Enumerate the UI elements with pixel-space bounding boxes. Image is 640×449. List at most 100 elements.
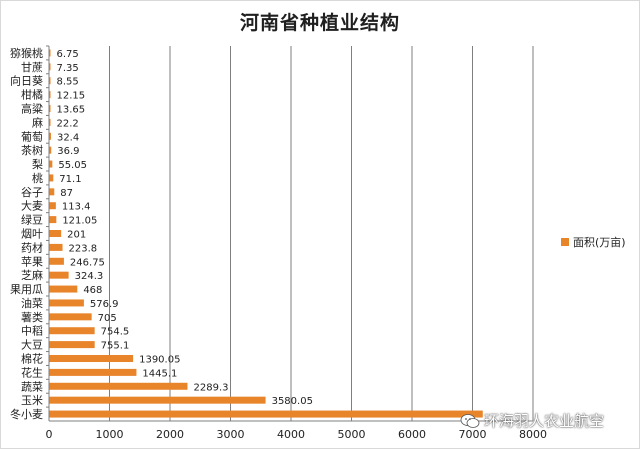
category-label: 玉米 — [21, 394, 43, 407]
wechat-icon — [460, 413, 480, 428]
x-tick-label: 2000 — [156, 428, 184, 441]
bar — [49, 63, 51, 71]
category-label: 柑橘 — [21, 88, 43, 102]
category-label: 向日葵 — [10, 74, 43, 88]
bar — [49, 257, 64, 265]
data-label: 705 — [98, 313, 117, 324]
bar — [49, 146, 52, 154]
chart-title: 河南省种植业结构 — [239, 12, 400, 34]
data-label: 55.05 — [58, 160, 87, 171]
data-label: 1390.05 — [139, 355, 180, 366]
labels: 猕猴桃 6.75 甘蔗 7.35 向日葵 8.55 柑橘 12.15 高粱 13.65 麻 22.2 葡… — [10, 46, 313, 421]
data-label: 1445.1 — [142, 368, 177, 379]
data-label: 246.75 — [70, 257, 105, 268]
bar — [49, 382, 188, 390]
category-label: 薯类 — [21, 310, 43, 324]
data-label: 754.5 — [101, 327, 130, 338]
category-label: 猕猴桃 — [10, 46, 43, 60]
bar — [49, 216, 57, 224]
axes: 0 1000 2000 3000 4000 5000 6000 7000 8000 — [46, 45, 547, 441]
category-label: 茶树 — [21, 143, 43, 157]
x-tick-label: 7000 — [459, 428, 487, 441]
category-label: 苹果 — [21, 254, 43, 268]
bar — [49, 355, 134, 362]
bar — [49, 285, 78, 293]
data-label: 201 — [67, 230, 86, 241]
watermark: 环海羽人农业航空 — [460, 410, 604, 431]
legend-swatch — [561, 238, 569, 246]
bar — [49, 49, 51, 57]
grid-lines — [109, 46, 534, 421]
data-label: 468 — [83, 285, 102, 296]
category-label: 中稻 — [21, 325, 43, 338]
data-label: 6.75 — [57, 49, 79, 60]
data-label: 223.8 — [69, 243, 98, 254]
x-tick-label: 1000 — [96, 428, 124, 441]
bar — [49, 327, 95, 335]
legend-label: 面积(万亩) — [573, 236, 626, 249]
x-tick-label: 3000 — [217, 428, 245, 441]
data-label: 22.2 — [57, 118, 79, 129]
data-label: 13.65 — [57, 105, 86, 116]
bars — [49, 49, 483, 418]
x-tick-label: 4000 — [277, 428, 305, 441]
bar — [49, 202, 56, 210]
bar — [49, 230, 62, 237]
bar — [49, 396, 266, 404]
data-label: 36.9 — [57, 146, 79, 157]
category-label: 甘蔗 — [21, 61, 43, 74]
data-label: 755.1 — [101, 341, 130, 352]
category-label: 果用瓜 — [10, 283, 43, 296]
bar — [49, 132, 51, 140]
bar — [49, 368, 137, 376]
category-label: 冬小麦 — [10, 407, 43, 421]
data-label: 87 — [60, 188, 73, 199]
bar — [49, 299, 84, 307]
bar — [49, 77, 51, 85]
data-label: 32.4 — [57, 132, 79, 143]
bar — [49, 271, 69, 279]
category-label: 花生 — [21, 365, 43, 379]
category-label: 谷子 — [21, 186, 43, 199]
data-label: 3580.05 — [272, 396, 313, 407]
data-label: 8.55 — [57, 77, 79, 88]
bar — [49, 91, 51, 99]
bar — [49, 105, 51, 112]
data-label: 324.3 — [75, 271, 104, 282]
category-label: 油菜 — [21, 296, 43, 310]
category-label: 梨 — [32, 157, 43, 171]
category-label: 高粱 — [21, 102, 43, 116]
category-label: 大麦 — [21, 199, 43, 213]
legend: 面积(万亩) — [561, 234, 626, 250]
data-label: 2289.3 — [194, 382, 229, 393]
x-tick-label: 8000 — [519, 428, 547, 441]
data-label: 12.15 — [57, 91, 86, 102]
data-label: 121.05 — [62, 216, 97, 227]
bar — [49, 160, 53, 168]
category-label: 葡萄 — [21, 130, 43, 143]
bar — [49, 410, 483, 418]
data-label: 7.35 — [57, 63, 79, 74]
category-label: 绿豆 — [21, 213, 43, 227]
category-label: 桃 — [32, 171, 43, 185]
x-tick-label: 0 — [46, 428, 53, 441]
bar — [49, 313, 92, 321]
x-tick-label: 6000 — [398, 428, 426, 441]
bar — [49, 174, 54, 182]
category-label: 芝麻 — [21, 268, 43, 282]
category-label: 麻 — [32, 115, 43, 129]
category-label: 烟叶 — [21, 227, 43, 241]
data-label: 113.4 — [62, 202, 91, 213]
category-label: 棉花 — [21, 352, 43, 366]
bar — [49, 118, 51, 126]
data-label: 71.1 — [59, 174, 81, 185]
category-label: 大豆 — [21, 338, 43, 352]
watermark-text: 环海羽人农业航空 — [484, 412, 605, 430]
category-label: 药材 — [21, 240, 43, 254]
category-label: 蔬菜 — [21, 380, 43, 393]
bar — [49, 341, 95, 349]
bar — [49, 243, 63, 251]
data-label: 576.9 — [90, 299, 119, 310]
bar — [49, 188, 55, 196]
